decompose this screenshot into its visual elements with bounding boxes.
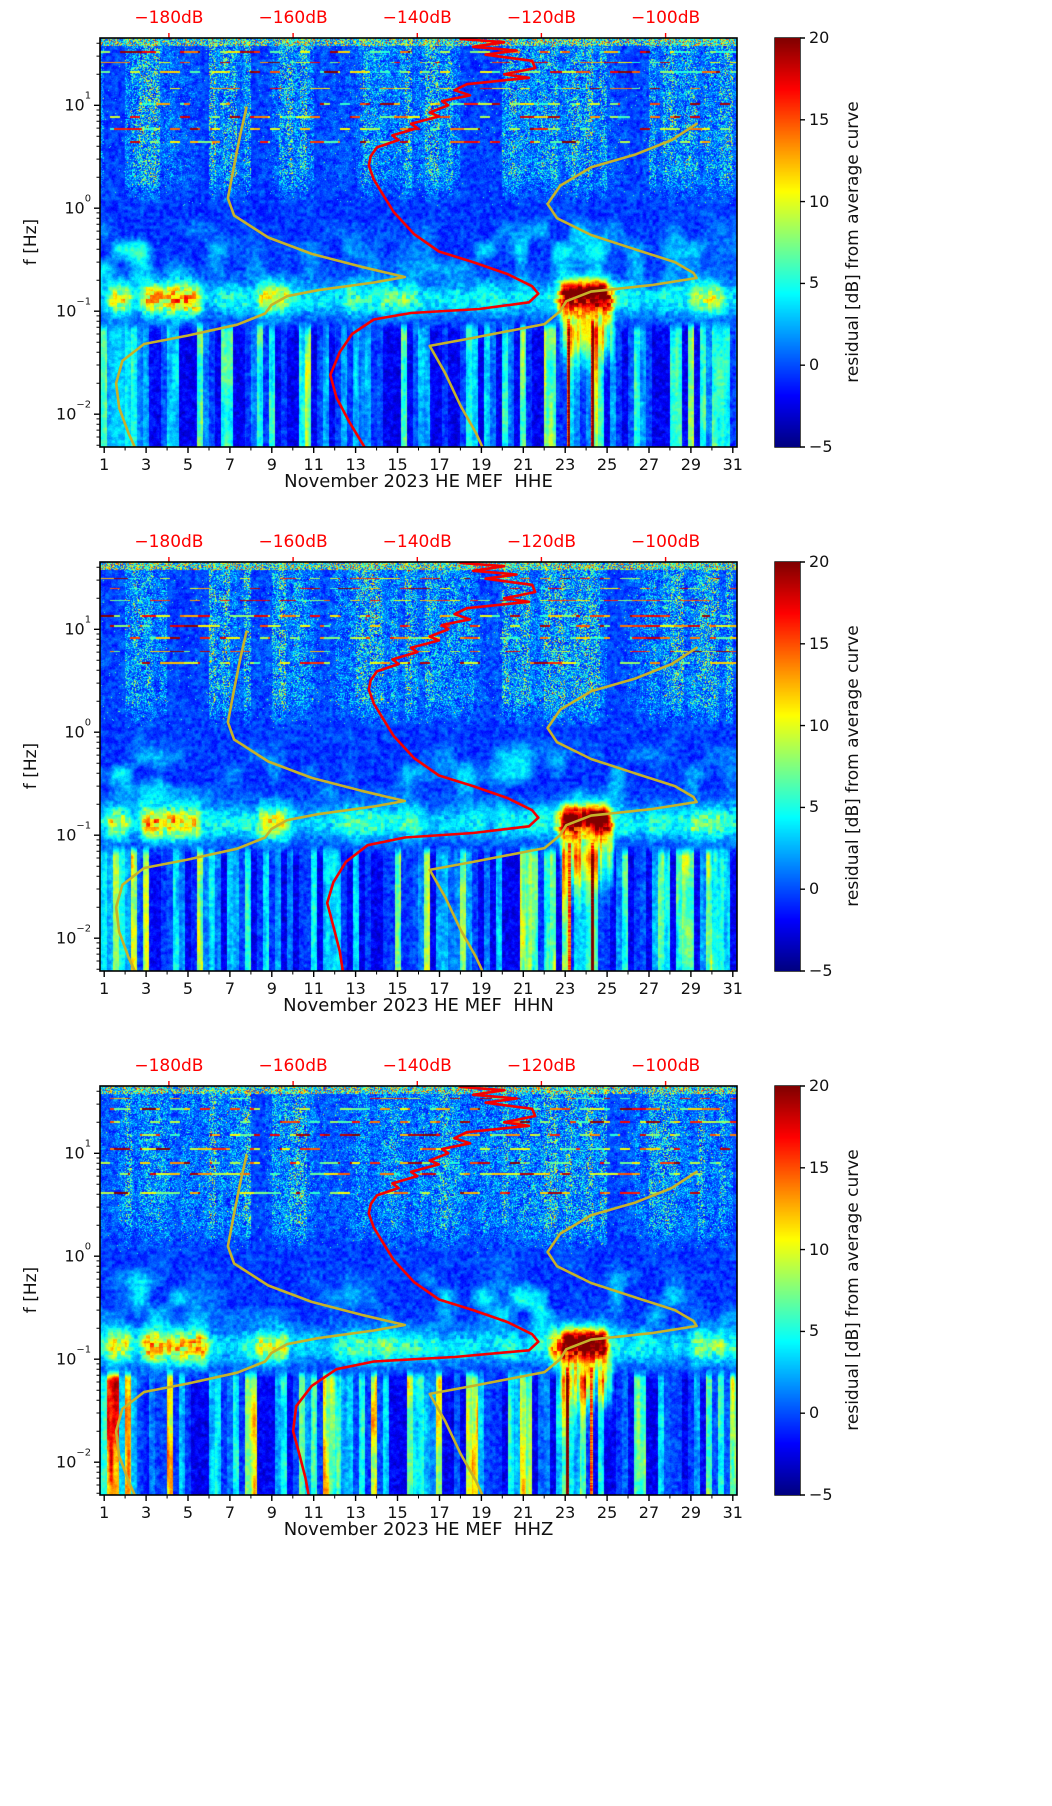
spectrogram-plot-area (100, 1086, 737, 1495)
colorbar-tick-label: 0 (809, 354, 820, 374)
colorbar-tick-label: −5 (809, 1484, 833, 1504)
top-db-tick-label: −140dB (382, 1056, 452, 1076)
y-axis-label: f [Hz] (21, 742, 41, 790)
psd-curve-red (325, 562, 540, 971)
top-db-tick-label: −100dB (631, 8, 701, 28)
psd-curve-red (291, 1086, 540, 1495)
psd-curves-overlay (114, 38, 698, 447)
top-db-tick-label: −140dB (382, 8, 452, 28)
colorbar-tick-label: 10 (809, 715, 830, 735)
psd-curve-red (329, 38, 540, 447)
y-tick-label: 100 (64, 193, 91, 218)
colorbar-tick-label: 0 (809, 1402, 820, 1422)
y-axis-label: f [Hz] (21, 218, 41, 266)
colorbar-tick-label: 5 (809, 797, 820, 817)
colorbar-tick-label: 5 (809, 1321, 820, 1341)
noise-model-curve-left (114, 630, 407, 971)
y-tick-label: 10−2 (56, 399, 91, 424)
colorbar-tick-label: −5 (809, 436, 833, 456)
top-db-tick-label: −180dB (134, 8, 204, 28)
colorbar-gradient-canvas (775, 1086, 800, 1495)
colorbar (775, 38, 800, 447)
colorbar-tick-label: 15 (809, 633, 830, 653)
noise-model-curve-right (428, 122, 698, 447)
spectrogram-panel-hhn: f [Hz] 1 3 5 7 9 11 13 15 17 19 21 23 25 27 29 31 101 100… (0, 524, 1052, 1048)
colorbar-tick-label: 5 (809, 273, 820, 293)
spectrogram-panel-hhe: f [Hz] 1 3 5 7 9 11 13 15 17 19 21 23 25 27 29 31 101 100… (0, 0, 1052, 524)
colorbar-label: residual [dB] from average curve (843, 1149, 863, 1431)
y-tick-label: 101 (64, 90, 91, 115)
y-tick-label: 10−2 (56, 1447, 91, 1472)
spectrogram-plot-area (100, 38, 737, 447)
noise-model-curve-left (114, 106, 407, 447)
y-tick-label: 10−1 (56, 820, 91, 845)
colorbar-tick-label: 15 (809, 109, 830, 129)
colorbar-ticks (800, 1085, 805, 1496)
colorbar-tick-label: 10 (809, 191, 830, 211)
spectrogram-panel-hhz: f [Hz] 1 3 5 7 9 11 13 15 17 19 21 23 25 27 29 31 101 100… (0, 1048, 1052, 1572)
spectrogram-plot-area (100, 562, 737, 971)
top-db-tick-label: −100dB (631, 532, 701, 552)
y-axis-label: f [Hz] (21, 1266, 41, 1314)
top-db-tick-label: −180dB (134, 532, 204, 552)
y-tick-label: 10−2 (56, 923, 91, 948)
top-db-tick-label: −160dB (258, 1056, 328, 1076)
colorbar-tick-label: 0 (809, 878, 820, 898)
top-db-tick-label: −180dB (134, 1056, 204, 1076)
colorbar-ticks (800, 561, 805, 972)
colorbar-tick-label: 20 (809, 1075, 830, 1095)
colorbar-gradient-canvas (775, 562, 800, 971)
colorbar-tick-label: 20 (809, 27, 830, 47)
top-db-tick-label: −100dB (631, 1056, 701, 1076)
colorbar (775, 562, 800, 971)
top-db-tick-label: −120dB (506, 1056, 576, 1076)
noise-model-curve-right (428, 646, 698, 971)
colorbar (775, 1086, 800, 1495)
y-tick-label: 10−1 (56, 1344, 91, 1369)
colorbar-tick-label: 20 (809, 551, 830, 571)
top-db-tick-label: −120dB (506, 8, 576, 28)
y-tick-label: 100 (64, 1241, 91, 1266)
colorbar-tick-label: 15 (809, 1157, 830, 1177)
y-tick-label: 101 (64, 1138, 91, 1163)
colorbar-tick-label: 10 (809, 1239, 830, 1259)
x-axis-label: November 2023 HE MEF HHZ (283, 1519, 554, 1540)
colorbar-tick-label: −5 (809, 960, 833, 980)
colorbar-gradient-canvas (775, 38, 800, 447)
top-db-tick-label: −160dB (258, 8, 328, 28)
psd-curves-overlay (114, 1086, 698, 1495)
y-tick-label: 100 (64, 717, 91, 742)
y-tick-label: 101 (64, 614, 91, 639)
noise-model-curve-left (114, 1154, 407, 1495)
colorbar-ticks (800, 37, 805, 448)
noise-model-curve-right (428, 1170, 698, 1495)
colorbar-label: residual [dB] from average curve (843, 101, 863, 383)
x-axis-label: November 2023 HE MEF HHN (283, 995, 554, 1016)
top-db-tick-label: −160dB (258, 532, 328, 552)
top-db-tick-label: −140dB (382, 532, 452, 552)
x-axis-label: November 2023 HE MEF HHE (284, 471, 553, 492)
y-tick-label: 10−1 (56, 296, 91, 321)
colorbar-label: residual [dB] from average curve (843, 625, 863, 907)
psd-curves-overlay (114, 562, 698, 971)
top-db-tick-label: −120dB (506, 532, 576, 552)
